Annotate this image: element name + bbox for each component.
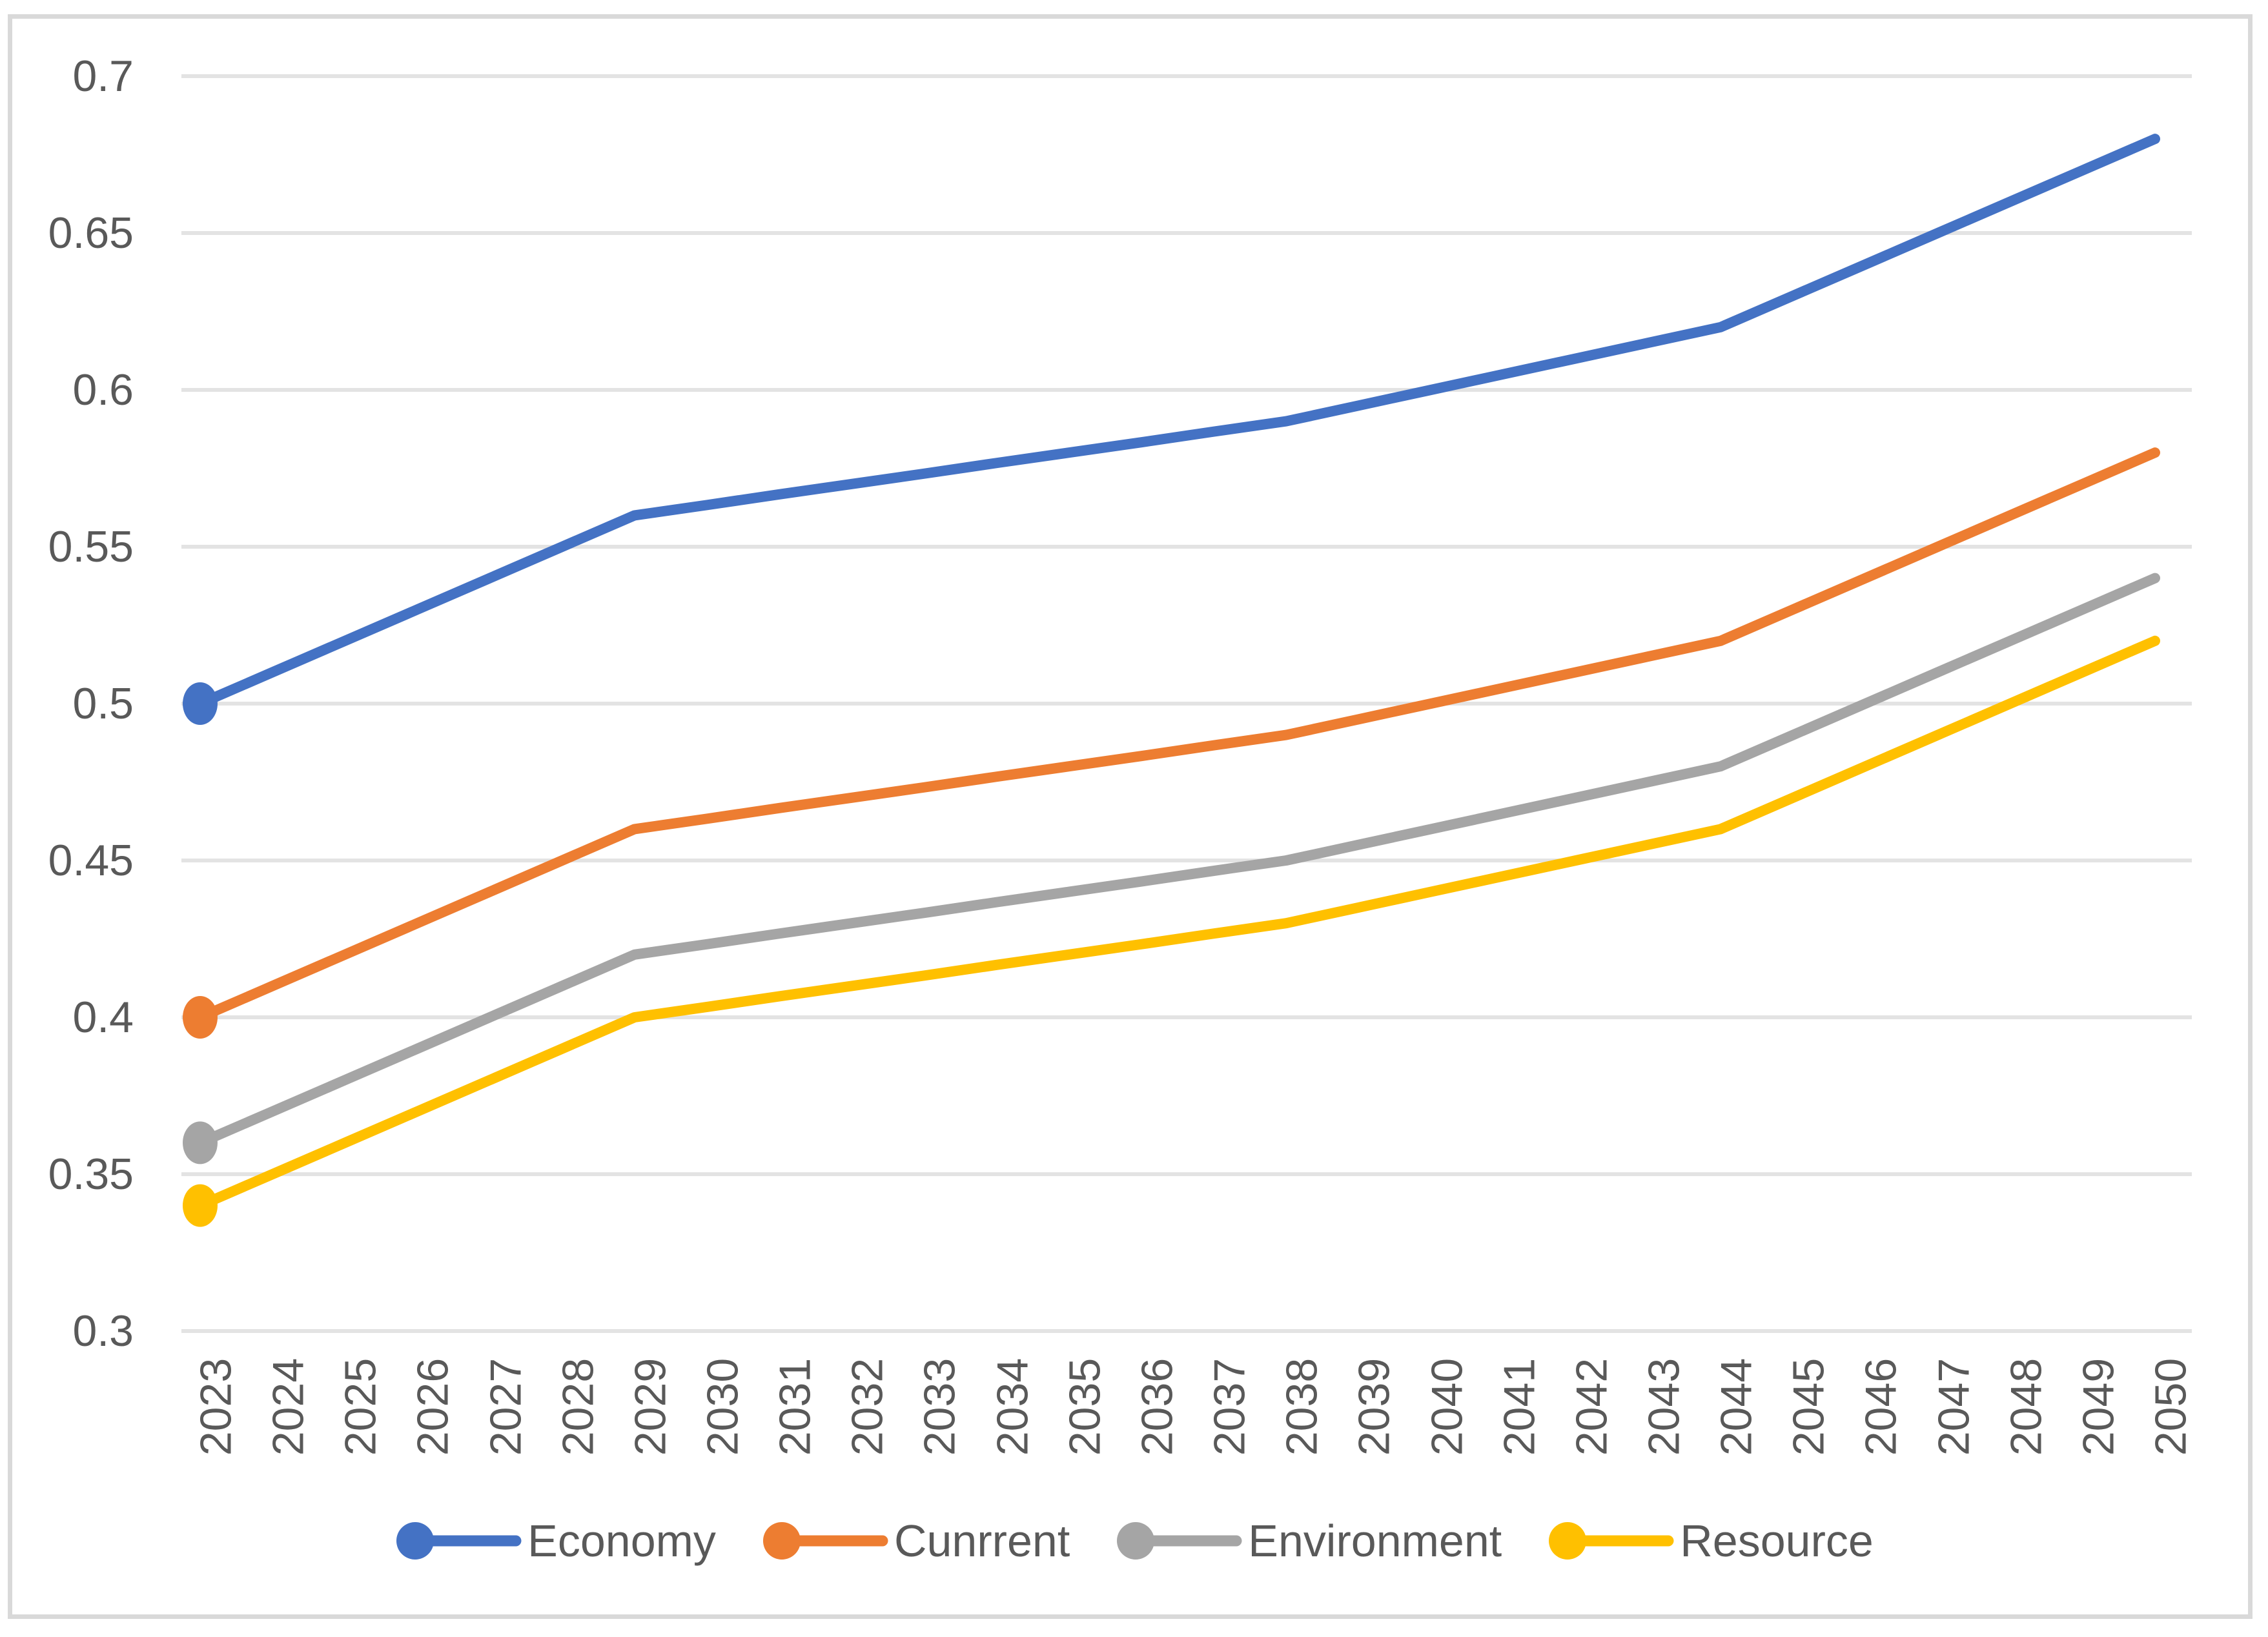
y-tick-label: 0.35: [48, 1150, 134, 1199]
legend-marker-icon: [762, 1522, 888, 1560]
series-marker-cunrrent: [183, 996, 218, 1039]
series-line-economy: [195, 134, 2160, 709]
legend-item-resource: Resource: [1547, 1502, 1874, 1580]
legend-label: Environment: [1248, 1516, 1502, 1566]
legend-item-environment: Environment: [1115, 1502, 1502, 1580]
series-line-environment: [195, 573, 2160, 1148]
legend-label: Resource: [1680, 1516, 1874, 1566]
legend-item-cunrrent: Cunrrent: [761, 1502, 1070, 1580]
y-tick-label: 0.7: [72, 52, 134, 101]
legend: Economy Cunrrent Environment Resource: [0, 1499, 2268, 1583]
legend-item-economy: Economy: [394, 1502, 716, 1580]
series-marker-environment: [183, 1121, 218, 1164]
legend-marker-icon: [1549, 1522, 1674, 1560]
x-tick-label: 2050: [2146, 1357, 2195, 1456]
series-marker-resource: [183, 1184, 218, 1227]
y-tick-label: 0.55: [48, 522, 134, 571]
series-line-cunrrent: [195, 447, 2160, 1022]
y-tick-label: 0.45: [48, 836, 134, 885]
y-tick-label: 0.3: [72, 1307, 134, 1356]
y-tick-label: 0.65: [48, 208, 134, 258]
legend-marker-icon: [1117, 1522, 1242, 1560]
chart-outer-border: [8, 14, 2253, 1619]
legend-label: Economy: [527, 1516, 716, 1566]
y-tick-label: 0.4: [72, 993, 134, 1042]
series-marker-economy: [183, 682, 218, 725]
y-tick-label: 0.6: [72, 365, 134, 414]
series-line-resource: [195, 635, 2160, 1211]
legend-marker-icon: [396, 1522, 522, 1560]
y-tick-label: 0.5: [72, 679, 134, 728]
legend-label: Cunrrent: [894, 1516, 1070, 1566]
